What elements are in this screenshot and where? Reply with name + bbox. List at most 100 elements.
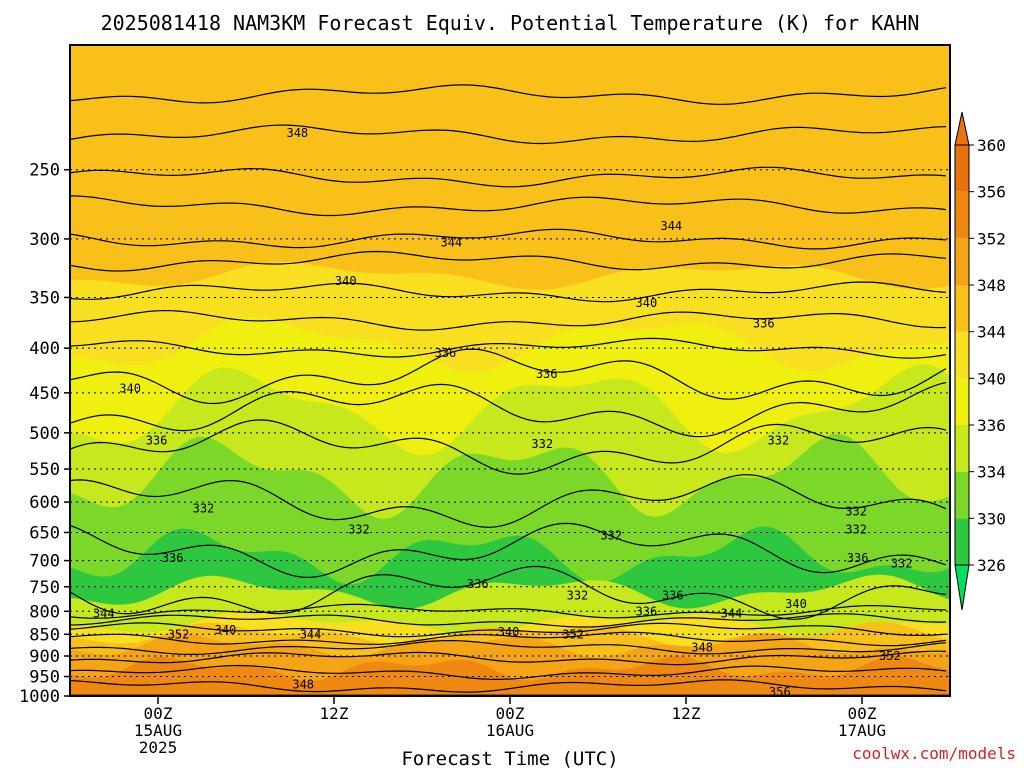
contour-label: 344 — [440, 236, 462, 250]
contour-line — [70, 603, 947, 619]
x-axis-label: Forecast Time (UTC) — [401, 748, 618, 768]
y-tick-label: 900 — [29, 647, 60, 667]
y-tick-label: 1000 — [19, 687, 60, 707]
contour-lines — [70, 84, 947, 693]
y-tick-label: 250 — [29, 161, 60, 181]
x-tick-label: 2025 — [139, 738, 178, 757]
contour-label: 332 — [567, 588, 589, 602]
colorbar-label: 330 — [977, 509, 1006, 528]
contour-label: 332 — [348, 523, 370, 537]
x-tick-label: 00Z — [848, 704, 877, 723]
colorbar-swatch — [955, 331, 969, 379]
contour-label: 348 — [691, 640, 713, 654]
colorbar-label: 336 — [977, 416, 1006, 435]
contour-line — [70, 195, 947, 217]
contour-label: 352 — [879, 649, 901, 663]
credit-link[interactable]: coolwx.com/models — [852, 744, 1016, 763]
contour-label: 340 — [498, 625, 520, 639]
contour-line — [70, 337, 947, 359]
contour-label: 344 — [660, 219, 682, 233]
x-tick-label: 16AUG — [486, 721, 534, 740]
y-tick-label: 650 — [29, 523, 60, 543]
colorbar-label: 334 — [977, 463, 1006, 482]
colorbar-frame — [954, 144, 970, 566]
y-tick-label: 400 — [29, 339, 60, 359]
contour-label: 336 — [847, 551, 869, 565]
x-tick-label: 15AUG — [134, 721, 182, 740]
contour-label: 340 — [636, 296, 658, 310]
colorbar-label: 360 — [977, 136, 1006, 155]
x-tick-label: 12Z — [672, 704, 701, 723]
contour-label: 332 — [768, 433, 790, 447]
colorbar-swatch — [955, 378, 969, 425]
contour-line — [70, 124, 947, 145]
colorbar: 326 330 334 336 340 344 348 352 356 360 — [954, 111, 1006, 611]
colorbar-label: 340 — [977, 369, 1006, 388]
contour-label: 332 — [531, 437, 553, 451]
colorbar-bottom-arrow — [954, 564, 970, 611]
contour-line — [70, 348, 947, 405]
contour-label: 344 — [721, 607, 743, 621]
contour-line — [70, 419, 947, 475]
colorbar-label: 352 — [977, 229, 1006, 248]
contour-label: 332 — [600, 528, 622, 542]
contour-label: 352 — [562, 627, 584, 641]
contour-line — [70, 281, 947, 303]
x-tick-label: 17AUG — [838, 721, 886, 740]
contour-line — [70, 664, 947, 681]
contour-label: 348 — [286, 126, 308, 140]
contour-labels: 348 344 344 340 340 336 336 336 340 336 332 332 332 3… — [93, 126, 913, 699]
contour-label: 340 — [119, 382, 141, 396]
contour-label: 336 — [146, 433, 168, 447]
contour-line — [70, 228, 947, 250]
colorbar-swatch — [955, 191, 969, 239]
contour-line — [70, 631, 947, 647]
colorbar-label: 348 — [977, 276, 1006, 295]
y-tick-label: 850 — [29, 625, 60, 645]
contour-line — [70, 650, 947, 666]
contour-label: 340 — [335, 274, 357, 288]
chart-title: 2025081418 NAM3KM Forecast Equiv. Potent… — [101, 11, 920, 35]
contour-label: 332 — [891, 556, 913, 570]
x-tick-label: 00Z — [496, 704, 525, 723]
y-tick-label: 450 — [29, 384, 60, 404]
y-tick-label: 800 — [29, 602, 60, 622]
contour-label: 348 — [292, 677, 314, 691]
color-bands — [70, 186, 950, 696]
plot-area: 348 344 344 340 340 336 336 336 340 336 332 332 332 3… — [70, 45, 950, 699]
contour-label: 356 — [769, 685, 791, 699]
contour-label: 336 — [536, 367, 558, 381]
contour-line — [70, 166, 947, 188]
y-tick-label: 600 — [29, 493, 60, 513]
contour-line — [70, 84, 947, 105]
contour-label: 344 — [93, 607, 115, 621]
colorbar-label: 356 — [977, 183, 1006, 202]
contour-label: 332 — [845, 504, 867, 518]
contour-label: 336 — [435, 346, 457, 360]
contour-line — [70, 250, 947, 272]
y-tick-label: 950 — [29, 668, 60, 688]
colorbar-top-arrow — [954, 111, 970, 146]
contour-line — [70, 622, 947, 638]
y-axis: 2503003504004505005506006507007508008509… — [19, 161, 70, 707]
contour-label: 352 — [168, 627, 190, 641]
x-tick-label: 00Z — [144, 704, 173, 723]
contour-line — [70, 679, 947, 693]
contour-label: 340 — [785, 597, 807, 611]
contour-label: 336 — [753, 317, 775, 331]
contour-line — [70, 309, 947, 331]
y-tick-label: 550 — [29, 460, 60, 480]
colorbar-label: 326 — [977, 556, 1006, 575]
x-tick-label: 12Z — [320, 704, 349, 723]
contour-line — [70, 565, 947, 620]
y-tick-label: 700 — [29, 552, 60, 572]
colorbar-swatch — [955, 238, 969, 285]
contour-label: 344 — [300, 627, 322, 641]
contour-label: 336 — [662, 588, 684, 602]
y-tick-label: 500 — [29, 424, 60, 444]
pressure-gridlines — [70, 169, 950, 678]
colorbar-swatch — [955, 145, 969, 192]
y-tick-label: 750 — [29, 578, 60, 598]
